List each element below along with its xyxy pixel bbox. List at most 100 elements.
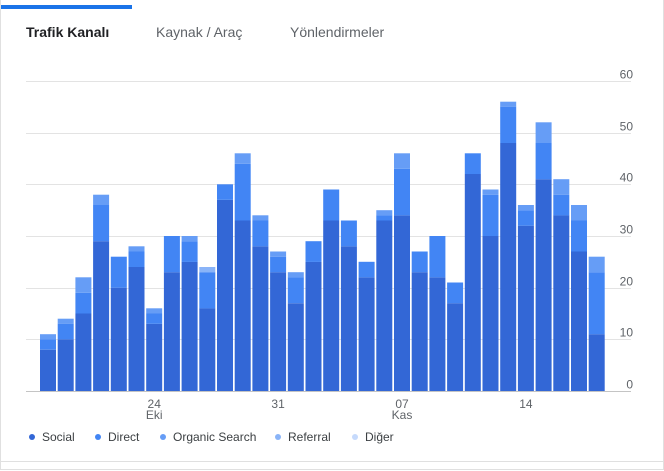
bar-segment-organic-search[interactable] — [57, 318, 74, 324]
bar-segment-social[interactable] — [252, 246, 269, 391]
bar-segment-social[interactable] — [217, 199, 233, 391]
bar-segment-social[interactable] — [376, 220, 393, 392]
tab-kaynak-arac[interactable]: Kaynak / Araç — [156, 24, 243, 40]
bar-segment-direct[interactable] — [447, 282, 464, 304]
bar-segment-social[interactable] — [181, 261, 198, 391]
bar-segment-social[interactable] — [128, 267, 145, 391]
x-tick-label: 07 — [395, 397, 409, 411]
bar-segment-direct[interactable] — [553, 194, 570, 216]
bar-segment-direct[interactable] — [340, 220, 357, 247]
bar-segment-direct[interactable] — [535, 143, 552, 180]
bar-segment-social[interactable] — [340, 246, 357, 391]
legend-item-referral[interactable]: Referral — [275, 429, 331, 445]
bar-segment-direct[interactable] — [305, 241, 322, 262]
bar-segment-social[interactable] — [535, 179, 552, 391]
bar-segment-direct[interactable] — [394, 168, 410, 216]
legend-item-diger[interactable]: Diğer — [352, 429, 394, 445]
bar-segment-direct[interactable] — [75, 292, 92, 314]
bar-segment-social[interactable] — [358, 277, 375, 391]
bar-segment-organic-search[interactable] — [376, 210, 393, 216]
bar-segment-organic-search[interactable] — [571, 205, 587, 221]
bar-segment-organic-search[interactable] — [482, 189, 499, 195]
bar-segment-referral[interactable] — [199, 267, 216, 273]
bar-segment-organic-search[interactable] — [517, 205, 534, 211]
bar-segment-organic-search[interactable] — [287, 272, 304, 278]
legend-item-organic-search[interactable]: Organic Search — [160, 429, 256, 445]
bar-segment-social[interactable] — [411, 272, 428, 391]
tab-yonlendirmeler[interactable]: Yönlendirmeler — [290, 24, 385, 40]
bar-segment-organic-search[interactable] — [40, 334, 56, 340]
x-tick-label: 31 — [271, 397, 285, 411]
bar-segment-direct[interactable] — [199, 272, 216, 309]
bar-segment-direct[interactable] — [464, 153, 481, 174]
bar-segment-direct[interactable] — [40, 339, 56, 350]
bar-segment-social[interactable] — [447, 303, 464, 391]
bar-segment-social[interactable] — [57, 339, 74, 391]
bar-segment-organic-search[interactable] — [553, 179, 570, 195]
bar-segment-direct[interactable] — [482, 194, 499, 236]
bar-segment-direct[interactable] — [411, 251, 428, 273]
bar-segment-direct[interactable] — [128, 251, 145, 268]
bar-segment-social[interactable] — [429, 277, 446, 391]
bar-segment-social[interactable] — [394, 215, 410, 391]
bar-segment-organic-search[interactable] — [500, 101, 517, 107]
bar-segment-social[interactable] — [287, 303, 304, 391]
bar-segment-direct[interactable] — [57, 323, 74, 340]
bar-segment-direct[interactable] — [358, 261, 375, 278]
bar-segment-social[interactable] — [270, 272, 287, 391]
card-divider — [1, 461, 664, 462]
bar-segment-social[interactable] — [464, 174, 481, 391]
bar-segment-direct[interactable] — [588, 272, 605, 335]
bar-segment-organic-search[interactable] — [75, 277, 92, 293]
bar-segment-direct[interactable] — [163, 236, 180, 273]
bar-segment-direct[interactable] — [181, 241, 198, 262]
bar-segment-social[interactable] — [553, 215, 570, 391]
bar-segment-organic-search[interactable] — [181, 236, 198, 242]
tab-trafik-kanali[interactable]: Trafik Kanalı — [26, 24, 110, 40]
bar-segment-social[interactable] — [199, 308, 216, 391]
bar-segment-direct[interactable] — [110, 256, 127, 288]
bar-segment-social[interactable] — [110, 287, 127, 391]
bar-segment-direct[interactable] — [500, 106, 517, 143]
bar-segment-social[interactable] — [93, 241, 110, 391]
bar-segment-direct[interactable] — [287, 277, 304, 304]
bar-segment-direct[interactable] — [270, 256, 287, 273]
bar-segment-social[interactable] — [571, 251, 587, 392]
bar-segment-social[interactable] — [588, 334, 605, 391]
bar-segment-social[interactable] — [146, 323, 163, 391]
bar-segment-direct[interactable] — [93, 205, 110, 242]
bar-segment-social[interactable] — [517, 225, 534, 391]
bar-segment-organic-search[interactable] — [270, 251, 287, 257]
bar-segment-direct[interactable] — [146, 313, 163, 324]
bar-segment-social[interactable] — [75, 313, 92, 392]
legend-label: Referral — [288, 430, 331, 444]
bar-segment-organic-search[interactable] — [128, 246, 145, 252]
legend-dot-icon — [160, 434, 166, 440]
bar-segment-direct[interactable] — [376, 215, 393, 221]
bar-segment-organic-search[interactable] — [588, 256, 605, 273]
bar-segment-organic-search[interactable] — [93, 194, 110, 205]
bar-segment-social[interactable] — [482, 236, 499, 391]
bar-segment-organic-search[interactable] — [394, 153, 410, 169]
bar-segment-direct[interactable] — [217, 184, 233, 200]
bar-segment-direct[interactable] — [252, 220, 269, 247]
bar-segment-organic-search[interactable] — [535, 122, 552, 143]
bar-segment-social[interactable] — [323, 220, 340, 392]
bar-segment-organic-search[interactable] — [234, 153, 251, 164]
bar-segment-social[interactable] — [163, 272, 180, 391]
bar-segment-direct[interactable] — [429, 236, 446, 278]
bar-segment-direct[interactable] — [571, 220, 587, 252]
bar-segment-organic-search[interactable] — [146, 308, 163, 314]
bar-segment-social[interactable] — [234, 220, 251, 392]
bar-segment-direct[interactable] — [517, 210, 534, 226]
bar-segment-direct[interactable] — [234, 163, 251, 221]
bar-segment-organic-search[interactable] — [252, 215, 269, 221]
bar-segment-social[interactable] — [40, 349, 56, 391]
legend-item-direct[interactable]: Direct — [95, 429, 139, 445]
bar-segment-social[interactable] — [305, 261, 322, 391]
x-tick-label: 14 — [519, 397, 533, 411]
legend-item-social[interactable]: Social — [29, 429, 75, 445]
bar-segment-social[interactable] — [500, 143, 517, 391]
bar-segment-direct[interactable] — [323, 189, 340, 221]
legend-dot-icon — [275, 434, 281, 440]
